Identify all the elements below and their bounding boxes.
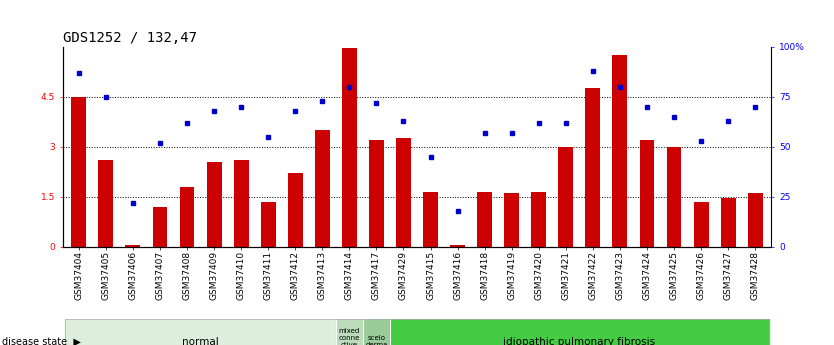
Bar — [369, 140, 384, 247]
Bar — [396, 138, 411, 247]
Bar — [125, 245, 140, 247]
Bar — [342, 48, 357, 247]
Bar — [748, 193, 762, 247]
Text: scelo
derma: scelo derma — [365, 335, 388, 345]
Bar — [531, 192, 546, 247]
Text: normal: normal — [182, 337, 219, 345]
Bar — [207, 161, 222, 247]
Bar — [315, 130, 329, 247]
Bar — [390, 319, 769, 345]
Bar — [666, 147, 681, 247]
Text: idiopathic pulmonary fibrosis: idiopathic pulmonary fibrosis — [503, 337, 656, 345]
Bar — [72, 97, 86, 247]
Bar — [640, 140, 655, 247]
Bar — [336, 319, 363, 345]
Bar — [234, 160, 249, 247]
Bar — [477, 192, 492, 247]
Bar — [559, 147, 573, 247]
Bar — [585, 88, 600, 247]
Bar — [612, 55, 627, 247]
Bar — [179, 187, 194, 247]
Text: mixed
conne
ctive
tissue: mixed conne ctive tissue — [339, 328, 360, 345]
Bar — [363, 319, 390, 345]
Bar — [423, 192, 438, 247]
Bar — [98, 160, 113, 247]
Text: disease state  ▶: disease state ▶ — [2, 337, 81, 345]
Bar — [694, 201, 709, 247]
Bar — [721, 198, 736, 247]
Bar — [450, 245, 465, 247]
Bar — [288, 173, 303, 247]
Bar — [505, 193, 519, 247]
Text: GDS1252 / 132,47: GDS1252 / 132,47 — [63, 31, 197, 46]
Bar — [261, 201, 275, 247]
Bar — [65, 319, 336, 345]
Bar — [153, 207, 168, 247]
